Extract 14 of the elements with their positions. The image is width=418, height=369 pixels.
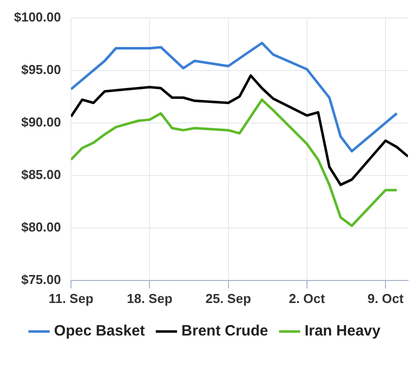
x-tick-label: 2. Oct <box>288 290 326 306</box>
y-tick-label: $100.00 <box>14 9 61 24</box>
legend-label: Opec Basket <box>54 322 145 340</box>
y-tick-label: $90.00 <box>21 114 61 130</box>
x-tick-label: 9. Oct <box>367 290 404 306</box>
legend-label: Brent Crude <box>181 322 268 340</box>
x-tick-label: 25. Sep <box>205 290 252 306</box>
y-tick-label: $85.00 <box>21 166 61 182</box>
y-tick-label: $75.00 <box>21 272 61 287</box>
x-tick-label: 18. Sep <box>126 290 172 306</box>
x-tick-label: 11. Sep <box>48 290 94 306</box>
y-tick-label: $95.00 <box>21 62 61 77</box>
legend-label: Iran Heavy <box>304 322 382 340</box>
y-tick-label: $80.00 <box>21 219 61 234</box>
